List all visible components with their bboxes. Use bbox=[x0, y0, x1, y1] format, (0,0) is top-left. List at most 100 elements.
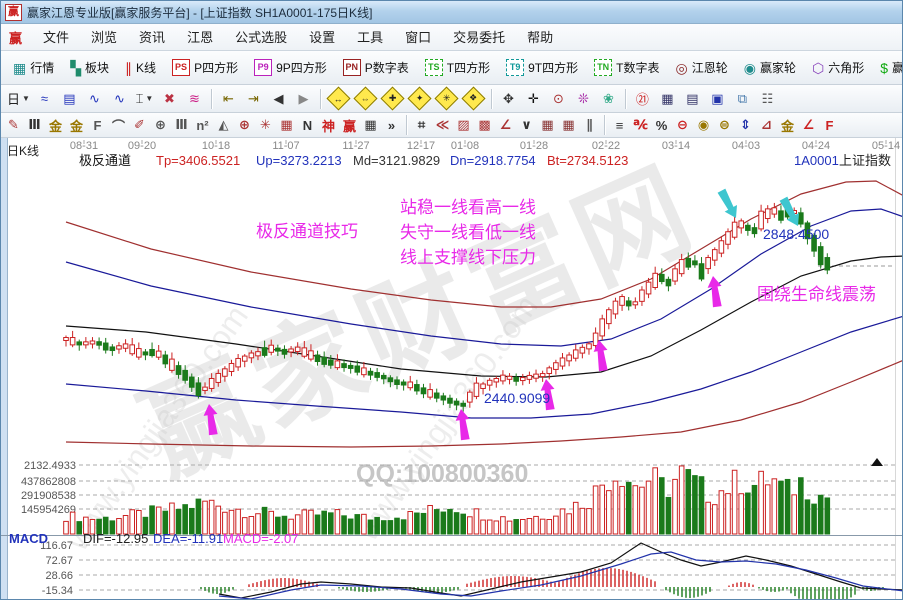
toolbar3-button-4[interactable]: F bbox=[88, 116, 107, 135]
diamond-expand-button[interactable]: ⇔ bbox=[353, 86, 378, 111]
diamond-in-button[interactable]: ✦ bbox=[407, 86, 432, 111]
toolbar3-button-21[interactable]: ≪ bbox=[433, 116, 452, 135]
memo-button[interactable]: ▤ bbox=[681, 87, 704, 110]
toolbar3-button-34[interactable]: ◉ bbox=[694, 116, 713, 135]
menu-item-5[interactable]: 设置 bbox=[309, 30, 336, 45]
toolbar-button-9P四方形[interactable]: P9 9P四方形 bbox=[246, 54, 335, 82]
toolbar3-button-32[interactable]: % bbox=[652, 116, 671, 135]
toolbar-button-江恩轮[interactable]: ◎ 江恩轮 bbox=[667, 54, 735, 82]
toolbar-button-K线[interactable]: ∥ K线 bbox=[117, 54, 164, 82]
toolbar3-button-25[interactable]: ∨ bbox=[517, 116, 536, 135]
last-button[interactable]: ⇥ bbox=[242, 87, 265, 110]
toolbar3-button-38[interactable]: 金 bbox=[778, 116, 797, 135]
toolbar3-button-10[interactable]: ◭ bbox=[214, 116, 233, 135]
toolbar-button-P数字表[interactable]: PN P数字表 bbox=[335, 54, 417, 82]
toolbar3-button-20[interactable]: ⌗ bbox=[412, 116, 431, 135]
diamond-star-button[interactable]: ✳ bbox=[434, 86, 459, 111]
menu-item-6[interactable]: 工具 bbox=[357, 30, 384, 45]
toolbar3-button-2[interactable]: 金 bbox=[46, 116, 65, 135]
toolbar-button-六角形[interactable]: ⬡ 六角形 bbox=[804, 54, 872, 82]
chart3-button[interactable]: ∿ bbox=[83, 87, 106, 110]
toolbar3-button-7[interactable]: ⊕ bbox=[151, 116, 170, 135]
windows-button[interactable]: ⧉ bbox=[731, 87, 754, 110]
diamond-all-button[interactable]: ❖ bbox=[461, 86, 486, 111]
candle-body bbox=[407, 381, 414, 389]
volume-bar bbox=[182, 504, 188, 535]
menu-item-8[interactable]: 交易委托 bbox=[453, 30, 506, 45]
menu-item-3[interactable]: 江恩 bbox=[187, 30, 214, 45]
leaf-button[interactable]: ❀ bbox=[597, 87, 620, 110]
zoom-button[interactable]: ⊙ bbox=[547, 87, 570, 110]
toolbar3-button-11[interactable]: ⊕ bbox=[235, 116, 254, 135]
toolbar-button-行情[interactable]: ▦ 行情 bbox=[5, 54, 62, 82]
hand-button[interactable]: ✥ bbox=[497, 87, 520, 110]
toolbar3-button-12[interactable]: ✳ bbox=[256, 116, 275, 135]
candle-body bbox=[129, 344, 135, 355]
chart-area[interactable]: 赢家财富网 www.yingjia360.com www.yingjia360.co… bbox=[1, 138, 903, 600]
toolbar-button-9T四方形[interactable]: T9 9T四方形 bbox=[498, 54, 586, 82]
toolbar3-button-14[interactable]: Ν bbox=[298, 116, 317, 135]
menu-item-7[interactable]: 窗口 bbox=[405, 30, 432, 45]
toolbar3-button-5[interactable]: ⌒ bbox=[109, 116, 128, 135]
toolbar3-button-36[interactable]: ⇕ bbox=[736, 116, 755, 135]
toolbar-button-赢家轮[interactable]: ◉ 赢家轮 bbox=[736, 54, 804, 82]
toolbar3-button-39[interactable]: ∠ bbox=[799, 116, 818, 135]
toolbar-button-T四方形[interactable]: TS T四方形 bbox=[417, 54, 498, 82]
toolbar-button-赢家服务[interactable]: $ 赢家服务 bbox=[872, 54, 902, 82]
diamond-left-right-button[interactable]: ↔ bbox=[326, 86, 351, 111]
toolbar3-button-24[interactable]: ∠ bbox=[496, 116, 515, 135]
toolbar3-button-22[interactable]: ▨ bbox=[454, 116, 473, 135]
pn-badge-icon: PN bbox=[342, 59, 361, 76]
toolbar3-button-8[interactable]: Ⅲ bbox=[172, 116, 191, 135]
candle-body bbox=[228, 362, 235, 372]
toolbar-button-板块[interactable]: ▚ 板块 bbox=[62, 54, 117, 82]
menu-item-1[interactable]: 浏览 bbox=[91, 30, 118, 45]
toolbar3-button-3[interactable]: 金 bbox=[67, 116, 86, 135]
prev-button[interactable]: ◀ bbox=[267, 87, 290, 110]
toolbar3-button-37[interactable]: ⊿ bbox=[757, 116, 776, 135]
toolbar3-button-26[interactable]: ▦ bbox=[538, 116, 557, 135]
crosshair-button[interactable]: ✛ bbox=[522, 87, 545, 110]
toolbar3-button-30[interactable]: ≡ bbox=[610, 116, 629, 135]
toolbar3-button-16[interactable]: 赢 bbox=[340, 116, 359, 135]
wave-button[interactable]: ≈ bbox=[33, 87, 56, 110]
toolbar3-button-6[interactable]: ✐ bbox=[130, 116, 149, 135]
candle-style-button[interactable]: ⌶ ▼ bbox=[133, 87, 156, 110]
menu-item-9[interactable]: 帮助 bbox=[527, 30, 554, 45]
toolbar3-button-1[interactable]: Ⅲ bbox=[25, 116, 44, 135]
print-button[interactable]: ☷ bbox=[756, 87, 779, 110]
diamond-cross-button[interactable]: ✚ bbox=[380, 86, 405, 111]
next-button[interactable]: ▶ bbox=[292, 87, 315, 110]
toolbar3-button-27[interactable]: ▦ bbox=[559, 116, 578, 135]
chart9-button[interactable]: ∿ bbox=[108, 87, 131, 110]
toolbar3-button-35[interactable]: ⊜ bbox=[715, 116, 734, 135]
toolbar3-button-31[interactable]: ℀ bbox=[631, 116, 650, 135]
toolbar-button-T数字表[interactable]: TN T数字表 bbox=[586, 54, 667, 82]
toolbar-button-P四方形[interactable]: PS P四方形 bbox=[164, 54, 246, 82]
toolbar3-button-23[interactable]: ▩ bbox=[475, 116, 494, 135]
toolbar3-button-13[interactable]: ▦ bbox=[277, 116, 296, 135]
calendar-button[interactable]: ㉑ bbox=[631, 87, 654, 110]
flower-button[interactable]: ❊ bbox=[572, 87, 595, 110]
window-titlebar[interactable]: 赢 赢家江恩专业版[赢家服务平台] - [上证指数 SH1A0001-175日K… bbox=[1, 1, 902, 24]
color-chart-button[interactable]: ≋ bbox=[183, 87, 206, 110]
menu-item-0[interactable]: 文件 bbox=[43, 30, 70, 45]
note-button[interactable]: ▤ bbox=[58, 87, 81, 110]
toolbar3-button-9[interactable]: n² bbox=[193, 116, 212, 135]
toolbar3-button-18[interactable]: » bbox=[382, 116, 401, 135]
volume-bar bbox=[731, 469, 738, 535]
toolbar3-button-0[interactable]: ✎ bbox=[4, 116, 23, 135]
period-day-button[interactable]: 日 ▼ bbox=[6, 87, 31, 110]
menu-item-2[interactable]: 资讯 bbox=[139, 30, 166, 45]
toolbar3-button-17[interactable]: ▦ bbox=[361, 116, 380, 135]
pattern-button[interactable]: ✖ bbox=[158, 87, 181, 110]
toolbar3-button-40[interactable]: F bbox=[820, 116, 839, 135]
calculator-button[interactable]: ▦ bbox=[656, 87, 679, 110]
toolbar3-button-33[interactable]: ⊖ bbox=[673, 116, 692, 135]
toolbar3-button-28[interactable]: ∥ bbox=[580, 116, 599, 135]
toolbar3-button-15[interactable]: 神 bbox=[319, 116, 338, 135]
first-button[interactable]: ⇤ bbox=[217, 87, 240, 110]
save-button[interactable]: ▣ bbox=[706, 87, 729, 110]
menu-item-4[interactable]: 公式选股 bbox=[235, 30, 288, 45]
